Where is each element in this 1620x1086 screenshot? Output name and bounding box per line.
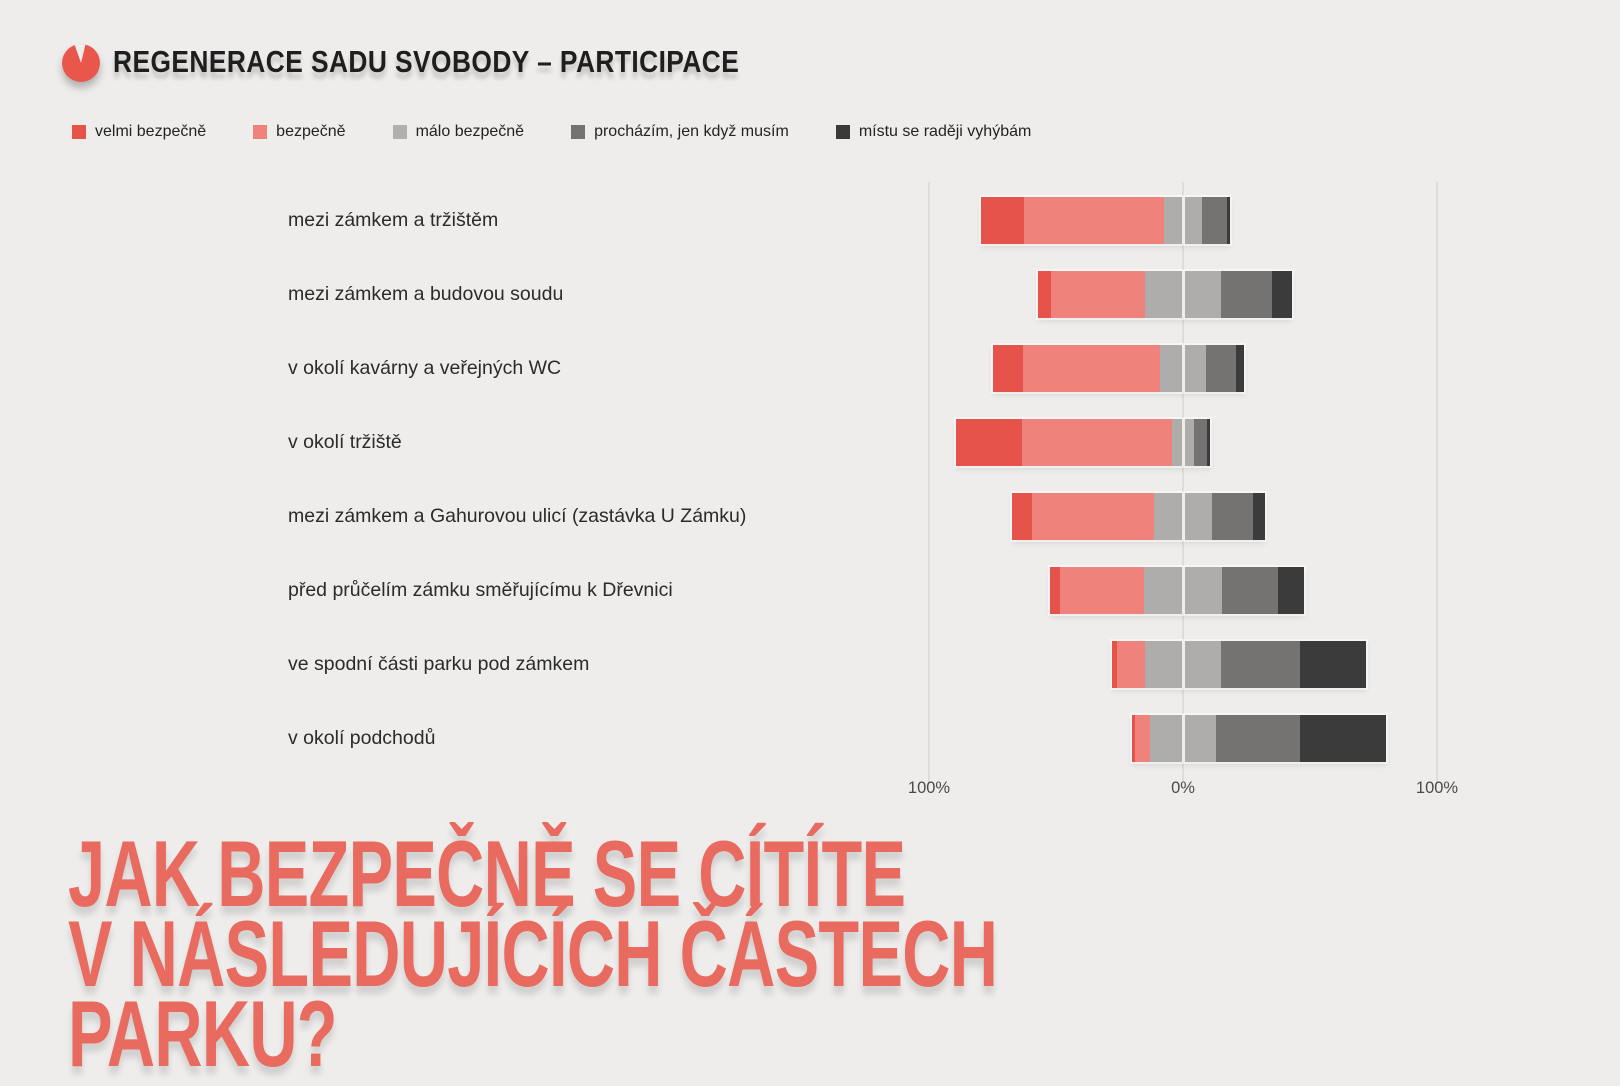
- bar-segment: [1011, 493, 1032, 540]
- bar-segment: [1212, 493, 1253, 540]
- bar-segment: [1271, 271, 1293, 318]
- zero-line-gap: [1181, 345, 1185, 392]
- legend-swatch: [72, 125, 86, 139]
- stacked-bar: [1038, 271, 1293, 318]
- legend-item: místu se raději vyhýbám: [835, 123, 1032, 141]
- bar-segment: [1132, 715, 1135, 762]
- chart-question-title: JAK BEZPEČNĚ SE CÍTÍTE V NÁSLEDUJÍCÍCH Č…: [68, 821, 998, 1086]
- bar-segment: [1252, 493, 1266, 540]
- page-header: REGENERACE SADU SVOBODY – PARTICIPACE: [62, 40, 850, 84]
- legend-item: velmi bezpečně: [72, 123, 206, 141]
- stacked-bar: [992, 345, 1244, 392]
- bar-segment: [1111, 641, 1117, 688]
- bar-segment: [1021, 419, 1172, 466]
- bar-segment: [1194, 419, 1208, 466]
- stacked-bar: [1111, 641, 1366, 688]
- gridline-zero: [1182, 182, 1184, 783]
- zero-line-gap: [1181, 197, 1185, 244]
- axis-tick-zero: 0%: [1171, 779, 1195, 797]
- legend-swatch: [253, 125, 268, 139]
- legend-label: málo bezpečně: [415, 123, 525, 140]
- stacked-bar: [1011, 493, 1266, 540]
- legend-item: málo bezpečně: [392, 123, 525, 141]
- bar-segment: [1038, 271, 1051, 318]
- legend-label: velmi bezpečně: [95, 123, 207, 140]
- legend-label: procházím, jen když musím: [594, 123, 789, 140]
- zero-line-gap: [1181, 419, 1185, 466]
- bar-segment: [1236, 345, 1244, 392]
- bar-segment: [1022, 345, 1161, 392]
- bar-segment: [981, 197, 1025, 244]
- row-label: v okolí kavárny a veřejných WC: [288, 357, 562, 379]
- bar-segment: [1059, 567, 1144, 614]
- chart-legend: velmi bezpečně bezpečně málo bezpečně pr…: [72, 123, 1031, 141]
- row-label: ve spodní části parku pod zámkem: [288, 653, 590, 675]
- zero-line-gap: [1181, 493, 1185, 540]
- legend-swatch: [571, 125, 586, 139]
- legend-item: procházím, jen když musím: [571, 123, 789, 141]
- legend-swatch: [392, 125, 407, 139]
- bar-segment: [1202, 197, 1228, 244]
- axis-tick-left: 100%: [907, 779, 951, 797]
- bar-segment: [1205, 345, 1237, 392]
- bar-segment: [1299, 715, 1387, 762]
- row-label: před průčelím zámku směřujícímu k Dřevni…: [288, 579, 673, 601]
- zero-line-gap: [1181, 641, 1185, 688]
- legend-label: místu se raději vyhýbám: [858, 123, 1032, 140]
- bar-segment: [1024, 197, 1164, 244]
- bar-segment: [1221, 641, 1300, 688]
- row-label: mezi zámkem a Gahurovou ulicí (zastávka …: [288, 505, 747, 527]
- legend-swatch: [835, 125, 850, 139]
- row-label: v okolí tržiště: [288, 431, 402, 453]
- bar-segment: [1222, 567, 1279, 614]
- bar-segment: [1215, 715, 1300, 762]
- logo-pie-icon: [62, 40, 100, 84]
- bar-segment: [955, 419, 1022, 466]
- bar-segment: [1299, 641, 1366, 688]
- bar-segment: [992, 345, 1023, 392]
- gridline-left-100: [928, 182, 930, 783]
- zero-line-gap: [1181, 271, 1185, 318]
- bar-segment: [1049, 567, 1060, 614]
- bar-segment: [1031, 493, 1154, 540]
- stacked-bar: [955, 419, 1210, 466]
- stacked-bar: [1049, 567, 1304, 614]
- stacked-bar: [981, 197, 1230, 244]
- bar-segment: [1134, 715, 1150, 762]
- stacked-bar: [1132, 715, 1387, 762]
- page-title: REGENERACE SADU SVOBODY – PARTICIPACE: [113, 44, 740, 79]
- row-label: mezi zámkem a tržištěm: [288, 209, 499, 231]
- gridline-right-100: [1436, 182, 1438, 783]
- bar-segment: [1116, 641, 1145, 688]
- legend-item: bezpečně: [253, 123, 346, 141]
- row-label: mezi zámkem a budovou soudu: [288, 283, 564, 305]
- zero-line-gap: [1181, 567, 1185, 614]
- axis-tick-right: 100%: [1415, 779, 1459, 797]
- legend-label: bezpečně: [276, 123, 346, 140]
- bar-segment: [1207, 419, 1210, 466]
- row-label: v okolí podchodů: [288, 727, 436, 749]
- bar-segment: [1221, 271, 1272, 318]
- bar-segment: [1227, 197, 1230, 244]
- bar-segment: [1278, 567, 1304, 614]
- bar-segment: [1050, 271, 1145, 318]
- zero-line-gap: [1181, 715, 1185, 762]
